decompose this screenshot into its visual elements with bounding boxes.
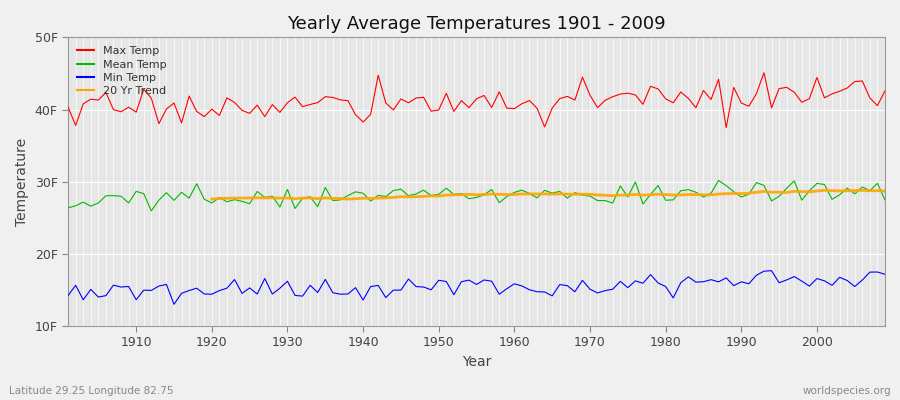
Y-axis label: Temperature: Temperature <box>15 138 29 226</box>
Text: worldspecies.org: worldspecies.org <box>803 386 891 396</box>
Title: Yearly Average Temperatures 1901 - 2009: Yearly Average Temperatures 1901 - 2009 <box>287 15 666 33</box>
Text: Latitude 29.25 Longitude 82.75: Latitude 29.25 Longitude 82.75 <box>9 386 174 396</box>
X-axis label: Year: Year <box>462 355 491 369</box>
Legend: Max Temp, Mean Temp, Min Temp, 20 Yr Trend: Max Temp, Mean Temp, Min Temp, 20 Yr Tre… <box>74 43 169 100</box>
